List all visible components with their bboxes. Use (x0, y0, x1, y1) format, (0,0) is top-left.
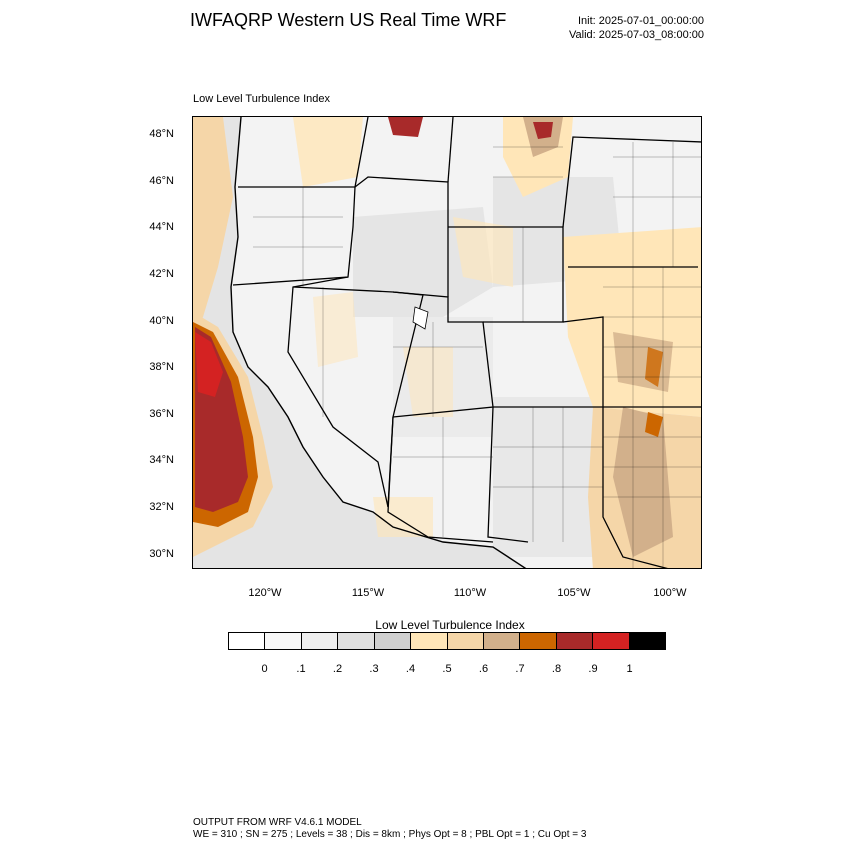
county-lines (253, 142, 701, 568)
coastline (230, 117, 527, 568)
colorbar-tick-label: 0 (261, 663, 268, 675)
lat-label-42: 42°N (149, 268, 174, 280)
colorbar-swatch (411, 633, 448, 649)
colorbar-tick-label: .2 (332, 663, 343, 675)
great-salt-lake (412, 306, 429, 330)
lon-label-120: 120°W (248, 587, 282, 599)
colorbar-tick-label: .1 (296, 663, 306, 675)
lat-label-36: 36°N (149, 408, 174, 420)
colorbar-tick-label: 1 (626, 663, 633, 675)
lat-label-44: 44°N (149, 221, 174, 233)
map-panel (192, 116, 702, 569)
colorbar-tick-label: .6 (478, 663, 489, 675)
colorbar-swatch (374, 633, 412, 649)
lon-label-110: 110°W (453, 587, 487, 599)
lon-label-115: 115°W (351, 587, 385, 599)
pacific-tan (193, 117, 233, 337)
valid-time: Valid: 2025-07-03_08:00:00 (569, 29, 704, 41)
colorbar-swatch (447, 633, 484, 649)
colorbar-tick-label: .8 (551, 663, 562, 675)
footer-line-1: OUTPUT FROM WRF V4.6.1 MODEL (193, 817, 362, 828)
colorbar-tick-label: .5 (442, 663, 452, 675)
colorbar-swatch (520, 633, 557, 649)
lat-label-46: 46°N (149, 175, 174, 187)
colorbar-swatch (629, 633, 666, 649)
lat-label-32: 32°N (149, 501, 174, 513)
chart-title: IWFAQRP Western US Real Time WRF (190, 10, 507, 30)
colorbar-swatch (483, 633, 521, 649)
pacific-extreme (195, 332, 223, 397)
model-footer: OUTPUT FROM WRF V4.6.1 MODEL WE = 310 ; … (193, 817, 586, 841)
colorbar-title: Low Level Turbulence Index (375, 618, 525, 632)
colorbar-tick-label: .3 (369, 663, 379, 675)
lat-label-34: 34°N (149, 454, 174, 466)
colorbar-swatch (593, 633, 630, 649)
lat-label-48: 48°N (149, 128, 174, 140)
turbulence-tan-oklahoma-texas (613, 407, 673, 557)
colorbar-swatch (338, 633, 375, 649)
state-borders (232, 117, 701, 568)
map-subtitle: Low Level Turbulence Index (193, 93, 330, 105)
map-canvas (193, 117, 701, 568)
init-time: Init: 2025-07-01_00:00:00 (578, 15, 704, 27)
colorbar-swatch (229, 633, 266, 649)
lat-label-40: 40°N (149, 315, 174, 327)
lat-label-30: 30°N (149, 548, 174, 560)
footer-line-2: WE = 310 ; SN = 275 ; Levels = 38 ; Dis … (193, 829, 587, 840)
colorbar (228, 632, 666, 650)
colorbar-swatch (556, 633, 594, 649)
colorbar-tick-label: .4 (405, 663, 416, 675)
colorbar-tick-label: .9 (588, 663, 598, 675)
lat-label-38: 38°N (149, 361, 174, 373)
colorbar-swatch (265, 633, 302, 649)
lon-label-105: 105°W (557, 587, 591, 599)
colorbar-swatch (301, 633, 339, 649)
lon-label-100: 100°W (653, 587, 687, 599)
time-info: Init: 2025-07-01_00:00:00 Valid: 2025-07… (569, 14, 704, 42)
colorbar-tick-label: .7 (515, 663, 525, 675)
